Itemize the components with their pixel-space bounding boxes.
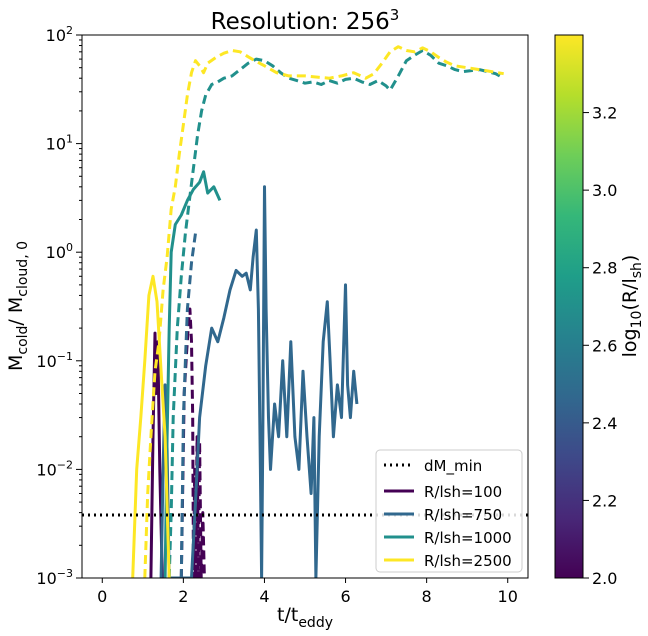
y-tick-label: 102 [46, 24, 73, 45]
y-axis-label: Mcold/ Mcloud, 0 [5, 241, 31, 371]
y-tick-label: 101 [46, 133, 73, 154]
y-tick-label: 10−2 [36, 458, 73, 479]
colorbar-tick-label: 2.2 [592, 491, 617, 510]
legend-label-series-3: R/lsh=1000 [424, 529, 512, 547]
colorbar-label: log10(R/lsh) [619, 255, 645, 358]
colorbar-tick-label: 3.2 [592, 104, 617, 123]
y-tick-label: 100 [46, 241, 73, 262]
colorbar-gradient [554, 34, 584, 579]
x-tick-label: 0 [97, 587, 107, 606]
colorbar: 2.0 2.2 2.4 2.6 2.8 3.0 3.2 log10(R/lsh) [554, 34, 645, 588]
series-2-dashed-line [179, 232, 197, 578]
colorbar-tick-label: 2.8 [592, 259, 617, 278]
x-tick-label: 8 [422, 587, 432, 606]
legend-box [375, 449, 523, 573]
x-axis-label: t/teddy [277, 604, 333, 631]
x-tick-label: 4 [259, 587, 269, 606]
x-tick-label: 10 [498, 587, 518, 606]
legend-label-series-1: R/lsh=100 [424, 483, 502, 501]
chart-title: Resolution: 2563 [211, 6, 400, 35]
series-2-solid-line [159, 185, 359, 578]
colorbar-tick-label: 3.0 [592, 181, 617, 200]
series-4-solid-line [131, 274, 171, 578]
x-tick-label: 6 [340, 587, 350, 606]
series-3-solid-line [163, 170, 222, 578]
legend-label-series-4: R/lsh=2500 [424, 552, 512, 570]
colorbar-tick-label: 2.0 [592, 569, 617, 588]
colorbar-tick-label: 2.6 [592, 336, 617, 355]
y-axis-ticks: 10−3 10−2 10−1 100 101 102 [36, 24, 82, 588]
legend-label-threshold: dM_min [424, 457, 482, 476]
series-1-solid-line [149, 331, 164, 578]
y-tick-label: 10−3 [36, 567, 73, 588]
legend-label-series-2: R/lsh=750 [424, 506, 502, 524]
series-4-dashed-line [143, 45, 504, 578]
series-layer [131, 45, 505, 578]
x-tick-label: 2 [178, 587, 188, 606]
colorbar-tick-label: 2.4 [592, 414, 617, 433]
x-axis-ticks: 0 2 4 6 8 10 [97, 578, 518, 606]
plot-frame [81, 34, 529, 579]
series-3-dashed-line [167, 49, 505, 578]
legend: dM_min R/lsh=100 R/lsh=750 R/lsh=1000 R/… [375, 449, 523, 573]
y-tick-label: 10−1 [36, 350, 73, 371]
colorbar-ticks: 2.0 2.2 2.4 2.6 2.8 3.0 3.2 [583, 104, 617, 588]
